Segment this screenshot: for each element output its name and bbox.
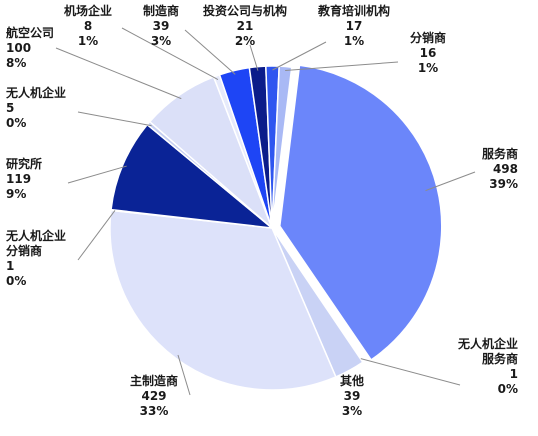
slice-label-value: 1 [6, 259, 14, 273]
slice-label-name: 机场企业 [64, 3, 112, 18]
slice-label-percent: 3% [151, 34, 171, 48]
pie-slices [109, 64, 443, 391]
slice-label-0: 服务商 498 39% [482, 146, 518, 191]
slice-label-value: 39 [153, 19, 170, 33]
slice-label-value: 39 [344, 389, 361, 403]
slice-label-6: 无人机企业 5 0% [5, 85, 66, 130]
slice-label-name: 主制造商 [130, 373, 178, 388]
slice-label-value: 17 [346, 19, 363, 33]
leader-line-6 [77, 111, 152, 127]
slice-label-percent: 2% [235, 34, 255, 48]
leader-line-4 [77, 210, 116, 261]
slice-label-5: 研究所 119 9% [6, 156, 42, 201]
leader-line-9 [184, 29, 236, 75]
slice-label-value: 498 [493, 162, 518, 176]
slice-label-percent: 8% [6, 56, 26, 70]
slice-label-name: 分销商 [410, 30, 446, 45]
slice-label-percent: 33% [140, 404, 169, 418]
slice-label-percent: 1% [344, 34, 364, 48]
slice-label-name: 无人机企业 [5, 85, 66, 100]
slice-label-value: 16 [420, 46, 437, 60]
leader-line-5 [67, 165, 127, 184]
slice-label-name: 无人机企业 [5, 228, 66, 243]
slice-label-name: 制造商 [143, 3, 179, 18]
slice-label-percent: 9% [6, 187, 26, 201]
slice-label-name: 无人机企业 [457, 336, 518, 351]
slice-label-name: 服务商 [482, 146, 518, 161]
leader-line-3 [177, 354, 191, 396]
slice-label-2: 其他 39 3% [340, 373, 364, 418]
slice-label-name: 教育培训机构 [317, 3, 390, 18]
slice-label-value: 21 [237, 19, 254, 33]
slice-label-7: 航空公司 100 8% [6, 25, 54, 70]
slice-label-value: 429 [141, 389, 166, 403]
leader-line-7 [55, 47, 182, 100]
slice-label-percent: 3% [342, 404, 362, 418]
slice-label-12: 分销商 16 1% [410, 30, 446, 75]
leader-line-11 [272, 41, 327, 71]
slice-5 [110, 123, 275, 230]
slice-label-name: 其他 [340, 373, 364, 388]
slice-label-11: 教育培训机构 17 1% [317, 3, 390, 48]
slice-label-name: 研究所 [6, 156, 42, 171]
slice-label-value: 5 [6, 101, 14, 115]
slice-label-8: 机场企业 8 1% [64, 3, 112, 48]
slice-label-name: 投资公司与机构 [203, 3, 287, 18]
slice-label-name: 服务商 [482, 351, 518, 366]
leader-line-8 [121, 27, 219, 80]
slice-3 [109, 209, 337, 391]
slice-label-value: 8 [84, 19, 92, 33]
slice-label-percent: 0% [6, 274, 26, 288]
leader-lines [55, 27, 476, 396]
slice-labels: 服务商 498 39%无人机企业服务商 1 0%其他 39 3%主制造商 429 33%无人机企… [5, 3, 518, 418]
slice-label-percent: 0% [498, 382, 518, 396]
slice-label-percent: 0% [6, 116, 26, 130]
slice-label-name: 分销商 [6, 243, 42, 258]
slice-label-value: 1 [510, 367, 518, 381]
slice-label-name: 航空公司 [6, 25, 54, 40]
slice-label-9: 制造商 39 3% [143, 3, 179, 48]
slice-label-4: 无人机企业分销商 1 0% [5, 228, 66, 288]
leader-line-0 [425, 171, 476, 192]
slice-label-3: 主制造商 429 33% [130, 373, 178, 418]
slice-label-percent: 39% [489, 177, 518, 191]
slice-label-percent: 1% [78, 34, 98, 48]
slice-label-percent: 1% [418, 61, 438, 75]
leader-line-12 [285, 61, 399, 72]
slice-label-10: 投资公司与机构 21 2% [203, 3, 287, 48]
slice-label-1: 无人机企业服务商 1 0% [457, 336, 518, 396]
slice-label-value: 100 [6, 41, 31, 55]
leader-line-10 [249, 44, 259, 71]
slice-0 [278, 64, 443, 361]
leader-line-1 [360, 358, 461, 386]
slice-label-value: 119 [6, 172, 31, 186]
